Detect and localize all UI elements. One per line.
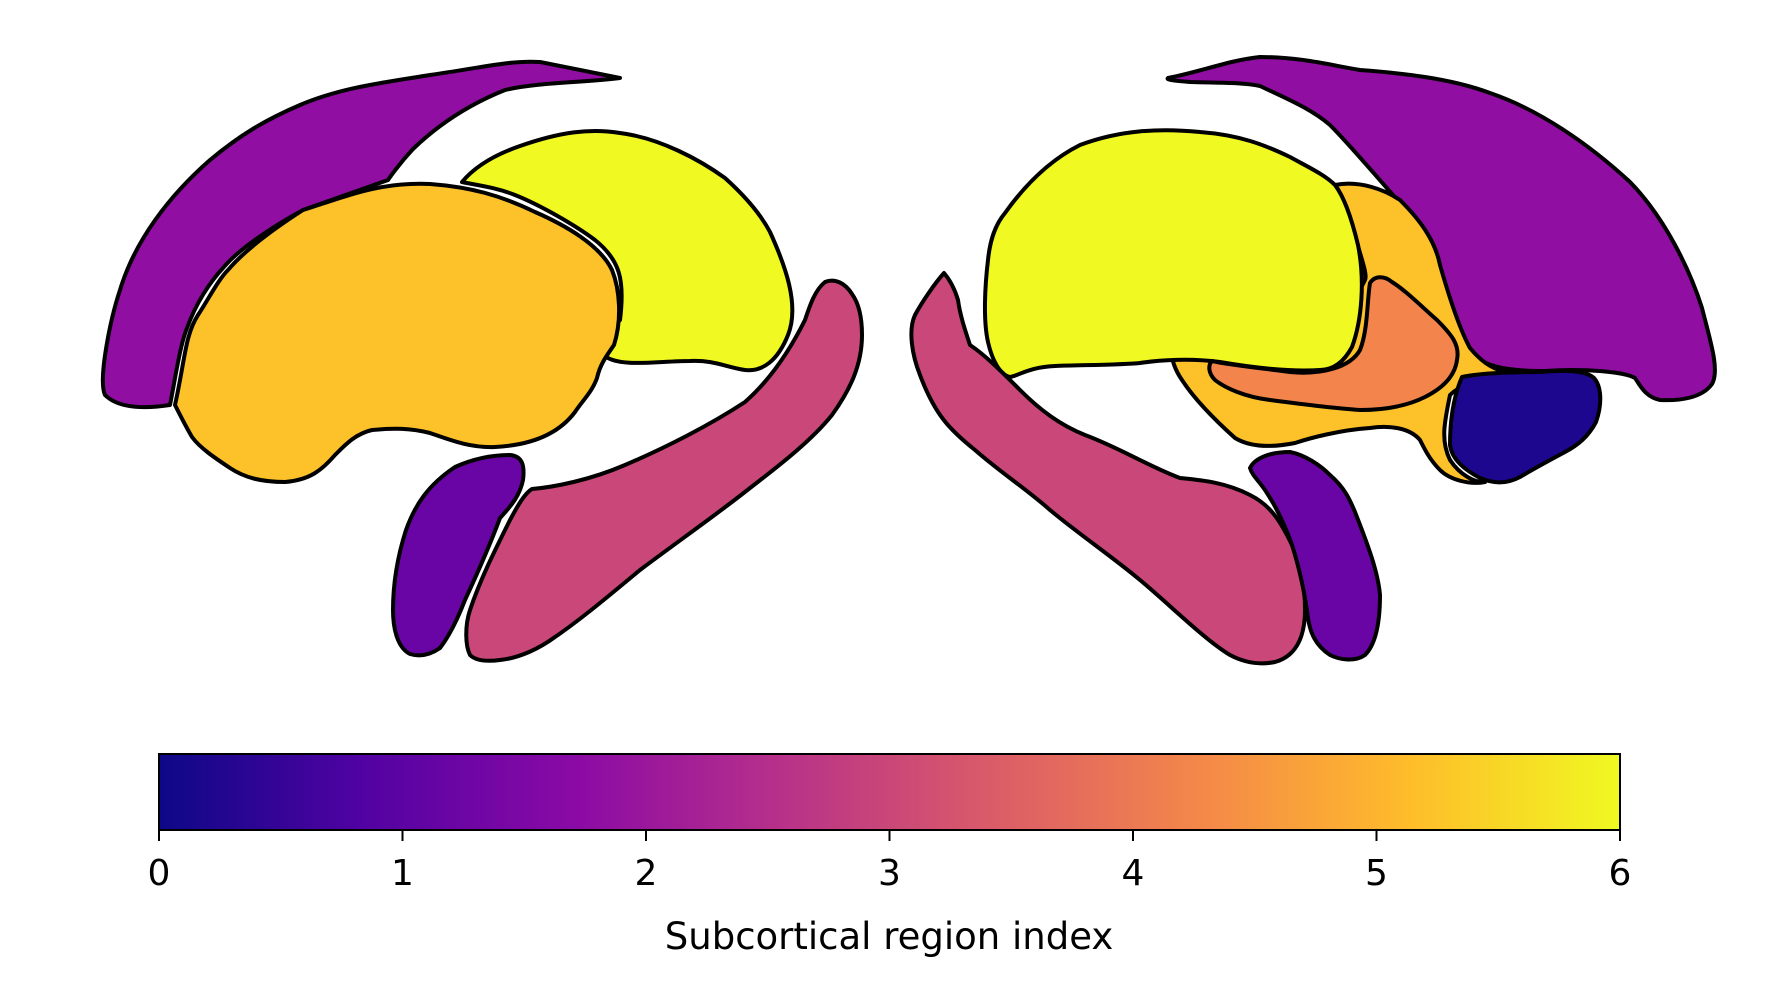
colorbar-ticks: 0 1 2 3 4 5 6 (148, 830, 1632, 894)
right-accumbens (1448, 368, 1603, 485)
colorbar-tick-label: 3 (878, 853, 901, 894)
colorbar-tick-label: 4 (1122, 853, 1145, 894)
right-pallidum (1207, 275, 1460, 412)
left-hemisphere (100, 59, 864, 663)
right-amygdala (1248, 450, 1382, 662)
colorbar-tick-label: 1 (391, 853, 414, 894)
colorbar-label: Subcortical region index (665, 915, 1113, 958)
left-thalamus (460, 128, 795, 373)
left-putamen (173, 181, 622, 484)
colorbar-tick-label: 6 (1609, 853, 1632, 894)
left-caudate (100, 59, 622, 410)
left-hippocampus (464, 278, 864, 663)
colorbar: 0 1 2 3 4 5 6 Subcortical region index (148, 753, 1632, 958)
colorbar-bar (158, 753, 1621, 831)
right-hemisphere (909, 55, 1717, 666)
right-thalamus (982, 128, 1364, 379)
colorbar-tick-label: 0 (148, 853, 171, 894)
left-amygdala (391, 453, 526, 658)
colorbar-tick-label: 5 (1365, 853, 1388, 894)
right-hippocampus (909, 271, 1307, 666)
right-caudate (1165, 55, 1717, 403)
colorbar-tick-label: 2 (635, 853, 658, 894)
